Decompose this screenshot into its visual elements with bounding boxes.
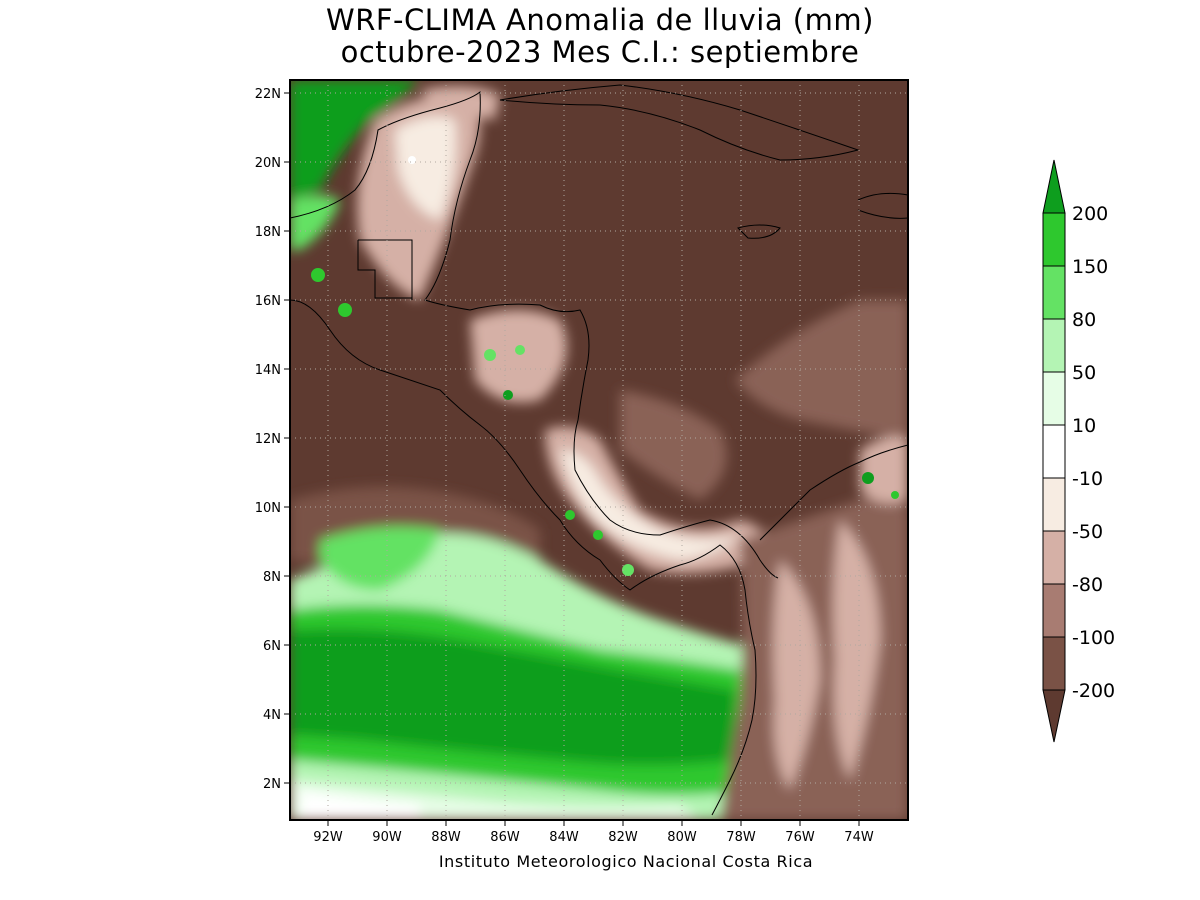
lon-label: 88W: [431, 830, 461, 845]
lon-label: 80W: [667, 830, 697, 845]
lon-label: 92W: [313, 830, 343, 845]
colorbar-bin: [1043, 637, 1065, 690]
lat-label: 10N: [255, 501, 281, 516]
lat-label: 18N: [255, 225, 281, 240]
credit-label: Instituto Meteorologico Nacional Costa R…: [438, 852, 814, 871]
colorbar-label: -100: [1072, 627, 1115, 649]
colorbar-bin: [1043, 213, 1065, 266]
lat-label: 12N: [255, 432, 281, 447]
lat-label: 22N: [255, 87, 281, 102]
chart-title-line2: octubre-2023 Mes C.I.: septiembre: [340, 35, 860, 69]
lat-label: 14N: [255, 363, 281, 378]
colorbar-bin: [1043, 584, 1065, 637]
colorbar-bin: [1043, 266, 1065, 319]
colorbar-bin: [1043, 425, 1065, 478]
colorbar-bin: [1043, 319, 1065, 372]
colorbar-label: -50: [1072, 521, 1103, 543]
lat-label: 16N: [255, 294, 281, 309]
coastlines: [290, 84, 908, 816]
colorbar-label: 50: [1072, 362, 1096, 384]
colorbar-max-arrow: [1042, 159, 1066, 214]
lon-label: 86W: [490, 830, 520, 845]
lat-label: 4N: [263, 708, 281, 723]
colorbar-min-arrow: [1042, 689, 1066, 743]
colorbar-label: 10: [1072, 415, 1096, 437]
map-frame: [289, 79, 909, 821]
chart-title-line1: WRF-CLIMA Anomalia de lluvia (mm): [326, 3, 874, 37]
lon-label: 90W: [372, 830, 402, 845]
colorbar: -200 -100 -80 -50 -10 10 50 80 150 200: [1042, 159, 1115, 743]
colorbar-bin: [1043, 531, 1065, 584]
colorbar-label: 80: [1072, 309, 1096, 331]
colorbar-label: -200: [1072, 680, 1115, 702]
longitude-labels: 92W 90W 88W 86W 84W 82W 80W 78W 76W 74W: [313, 830, 874, 845]
lat-label: 2N: [263, 777, 281, 792]
lat-label: 20N: [255, 156, 281, 171]
lat-label: 8N: [263, 570, 281, 585]
latitude-labels: 2N 4N 6N 8N 10N 12N 14N 16N 18N 20N 22N: [255, 87, 281, 792]
colorbar-label: 200: [1072, 203, 1108, 225]
colorbar-label: -80: [1072, 574, 1103, 596]
colorbar-label: -10: [1072, 468, 1103, 490]
colorbar-bin: [1043, 372, 1065, 425]
lon-label: 82W: [608, 830, 638, 845]
lon-label: 78W: [726, 830, 756, 845]
lat-label: 6N: [263, 639, 281, 654]
colorbar-bin: [1043, 478, 1065, 531]
colorbar-label: 150: [1072, 256, 1108, 278]
rainfall-anomaly-field: [290, 80, 908, 820]
lon-label: 76W: [785, 830, 815, 845]
lon-label: 84W: [549, 830, 579, 845]
axis-ticks: [284, 92, 860, 826]
lon-label: 74W: [844, 830, 874, 845]
map-graticule: [290, 80, 908, 820]
